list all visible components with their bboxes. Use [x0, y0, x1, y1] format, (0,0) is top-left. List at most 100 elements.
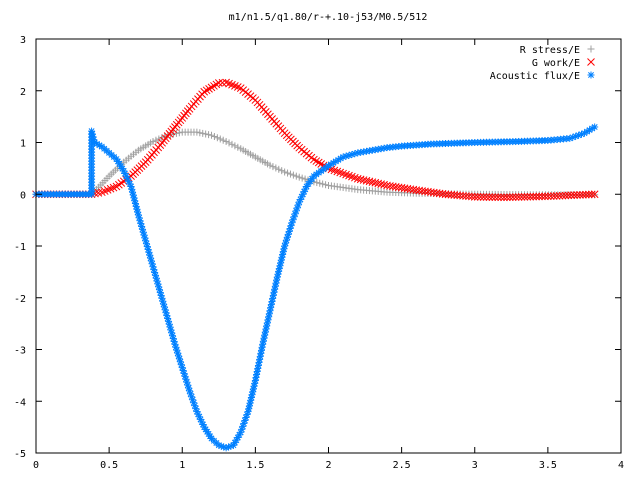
data-point: [491, 193, 500, 202]
data-point: [208, 131, 215, 139]
data-point: [245, 402, 253, 410]
data-point: [535, 192, 543, 201]
data-point: [576, 191, 584, 199]
x-tick-label: 3.5: [539, 460, 557, 471]
data-point: [275, 165, 283, 173]
data-point: [189, 396, 197, 404]
legend-marker: [587, 58, 595, 66]
data-point: [200, 87, 209, 96]
data-point: [368, 178, 377, 186]
data-point: [532, 192, 541, 201]
data-point: [286, 170, 294, 178]
data-point: [497, 193, 505, 202]
data-point: [149, 137, 157, 145]
data-point: [508, 193, 517, 202]
data-point: [220, 443, 228, 451]
data-point: [183, 378, 191, 386]
data-point: [308, 175, 316, 183]
data-point: [541, 192, 549, 201]
legend: R stress/E G work/E Acoustic flux/E: [490, 45, 595, 82]
y-tick-label: 0: [20, 190, 26, 201]
legend-label: R stress/E: [520, 45, 580, 56]
data-point: [178, 364, 186, 372]
data-point: [207, 83, 216, 92]
y-tick-label: 3: [20, 35, 26, 46]
x-tick-label: 3: [472, 460, 478, 471]
data-point: [591, 123, 599, 131]
data-point: [564, 191, 573, 200]
data-point: [210, 132, 218, 140]
data-point: [353, 174, 362, 183]
y-tick-label: -5: [14, 449, 26, 460]
data-point: [503, 193, 511, 202]
data-point: [228, 140, 236, 148]
x-tick-label: 0.5: [100, 460, 118, 471]
data-point: [175, 129, 183, 137]
data-point: [544, 192, 552, 201]
data-point: [160, 300, 168, 308]
data-point: [310, 155, 318, 164]
data-point: [314, 158, 323, 167]
y-tick-label: 2: [20, 87, 26, 98]
data-point: [334, 156, 342, 164]
data-point: [582, 190, 590, 199]
data-point: [526, 192, 535, 201]
x-tick-label: 2.5: [393, 460, 411, 471]
data-point: [278, 167, 286, 175]
data-point: [158, 294, 166, 302]
data-point: [202, 86, 211, 95]
data-point: [218, 78, 227, 87]
data-point: [467, 192, 476, 201]
x-tick-label: 1: [179, 460, 185, 471]
data-point: [555, 191, 564, 200]
data-point: [205, 131, 213, 139]
x-tick-label: 4: [618, 460, 624, 471]
data-point: [494, 193, 503, 202]
data-point: [125, 177, 133, 185]
data-point: [281, 168, 289, 176]
data-point: [272, 164, 280, 172]
data-point: [289, 171, 297, 179]
data-point: [586, 126, 594, 134]
legend-marker: [587, 71, 595, 79]
data-point: [587, 190, 596, 199]
data-point: [210, 82, 218, 90]
data-point: [212, 80, 221, 89]
data-point: [517, 193, 526, 201]
data-point: [225, 139, 233, 147]
data-point: [567, 191, 576, 200]
data-point: [312, 157, 321, 165]
x-tick-label: 0: [33, 460, 39, 471]
data-point: [359, 176, 368, 184]
data-point: [362, 176, 371, 185]
data-point: [505, 193, 514, 202]
data-point: [488, 193, 497, 202]
data-point: [579, 190, 587, 199]
data-point: [255, 358, 263, 366]
data-point: [295, 173, 303, 181]
data-point: [558, 191, 567, 200]
data-point: [371, 178, 380, 187]
data-point: [590, 190, 599, 199]
data-point: [514, 193, 523, 201]
data-point: [538, 192, 546, 201]
data-point: [377, 180, 386, 188]
data-point: [213, 134, 221, 142]
data-point: [172, 129, 180, 137]
data-point: [523, 192, 532, 201]
data-point: [319, 180, 327, 188]
data-point: [520, 193, 529, 201]
data-point: [479, 193, 488, 201]
legend-label: Acoustic flux/E: [490, 71, 580, 82]
series-acoustic-flux: [32, 123, 599, 452]
data-point: [199, 129, 207, 137]
axis-ticks: 0 0.5 1 1.5 2 2.5 3 3.5 4 3 2 1 0 -1 -2 -3 -4 -5: [14, 35, 624, 471]
data-point: [500, 193, 508, 202]
data-point: [202, 130, 210, 138]
data-point: [269, 163, 277, 171]
legend-marker: [587, 45, 595, 53]
data-point: [140, 231, 148, 239]
y-tick-label: -4: [14, 397, 26, 408]
data-point: [205, 84, 213, 93]
